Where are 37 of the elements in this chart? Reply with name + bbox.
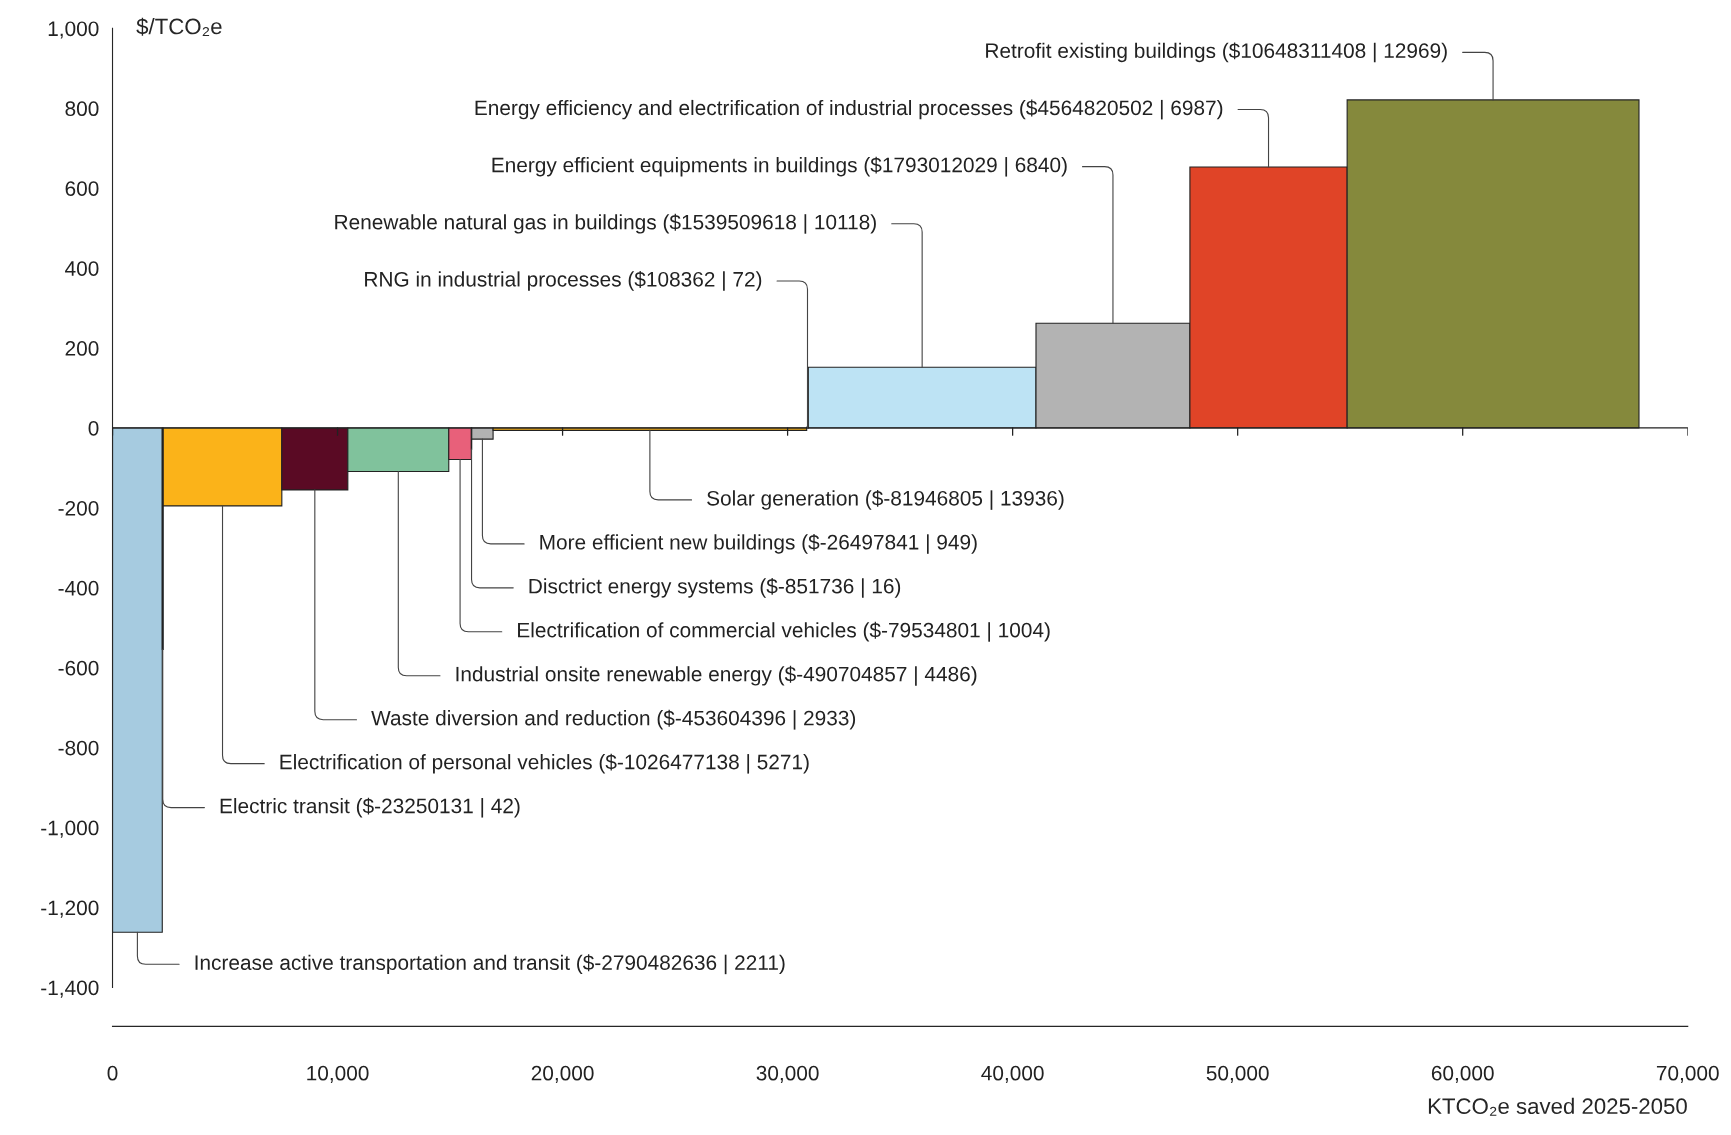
x-tick-label: 60,000 — [1431, 1065, 1494, 1083]
y-tick-label: 400 — [65, 261, 99, 276]
y-axis-title: $/TCO₂e — [136, 17, 222, 37]
x-tick-label: 10,000 — [307, 1065, 369, 1083]
x-tick-label: 0 — [107, 1065, 118, 1081]
x-tick-label: 30,000 — [756, 1065, 819, 1083]
y-tick-label: -1,000 — [41, 820, 99, 838]
annotation: Energy efficiency and electrification of industrial processes ($4564820502 | 6987) — [475, 99, 1223, 120]
y-tick-label: -1,400 — [41, 980, 99, 998]
y-tick-label: 800 — [65, 101, 99, 117]
x-tick-label: 40,000 — [981, 1065, 1044, 1083]
annotation: Electric transit ($-23250131 | 42) — [220, 797, 520, 818]
y-tick-label: -1,200 — [41, 900, 99, 918]
x-tick-label: 20,000 — [531, 1065, 594, 1083]
y-tick-label: -200 — [58, 500, 99, 516]
y-tick-label: 600 — [65, 181, 99, 196]
annotation: RNG in industrial processes ($108362 | 72) — [365, 271, 762, 291]
annotation: Waste diversion and reduction ($-453604396 | 2933) — [371, 709, 856, 730]
x-axis-title: KTCO₂e saved 2025-2050 — [1428, 1097, 1687, 1116]
y-tick-label: -600 — [58, 660, 99, 676]
annotation: Increase active transportation and transit ($-2790482636 | 2211) — [195, 954, 785, 975]
annotation: Retrofit existing buildings ($10648311408 | 12969) — [986, 42, 1447, 63]
annotation: Energy efficient equipments in buildings ($1793012029 | 6840) — [492, 156, 1067, 177]
x-tick-label: 70,000 — [1656, 1065, 1719, 1083]
annotation: Renewable natural gas in buildings ($1539509618 | 10118) — [335, 213, 876, 234]
x-tick-label: 50,000 — [1206, 1065, 1269, 1083]
y-tick-label: -400 — [58, 580, 99, 596]
y-tick-label: 0 — [88, 420, 99, 436]
annotation: More efficient new buildings ($-26497841 | 949) — [540, 533, 977, 554]
y-tick-label: 200 — [65, 341, 99, 356]
annotation: Industrial onsite renewable energy ($-490704857 | 4486) — [456, 665, 977, 686]
annotation: Disctrict energy systems ($-851736 | 16) — [529, 577, 901, 598]
annotation: Electrification of commercial vehicles ($-79534801 | 1004) — [518, 621, 1050, 642]
annotation: Electrification of personal vehicles ($-1026477138 | 5271) — [280, 753, 809, 774]
annotation: Solar generation ($-81946805 | 13936) — [707, 490, 1064, 510]
y-tick-label: 1,000 — [48, 21, 99, 39]
y-tick-label: -800 — [58, 740, 99, 756]
